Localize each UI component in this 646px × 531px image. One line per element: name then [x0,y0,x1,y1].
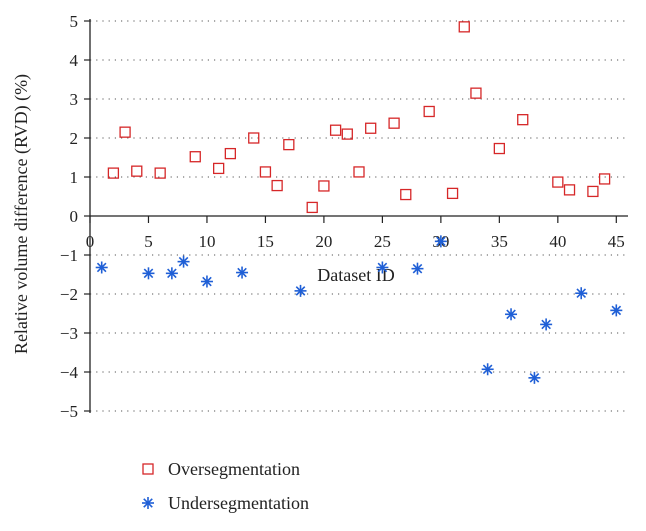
data-point-oversegmentation [400,188,412,201]
asterisk-stroke [412,263,423,274]
asterisk-stroke [482,364,493,375]
y-tick-label: 4 [70,51,79,70]
y-tick-label: 5 [70,12,79,31]
data-point-undersegmentation [142,267,155,280]
asterisk-stroke [436,236,446,247]
data-point-undersegmentation [165,267,178,280]
data-point-oversegmentation [446,187,459,200]
data-point-undersegmentation [434,235,447,248]
data-point-undersegmentation [505,308,518,321]
data-point-undersegmentation [376,261,389,274]
data-point-undersegmentation [95,261,108,274]
asterisk-stroke [167,268,177,279]
data-point-oversegmentation [329,124,342,136]
data-point-undersegmentation [481,363,494,376]
data-point-oversegmentation [552,176,564,188]
x-tick-label: 20 [315,232,332,251]
legend-label-undersegmentation: Undersegmentation [168,493,309,513]
asterisk-stroke [96,262,107,273]
data-point-undersegmentation [575,287,588,300]
asterisk-stroke [237,267,247,278]
asterisk-stroke [143,268,154,279]
data-point-oversegmentation [353,166,365,178]
data-point-undersegmentation [540,318,553,331]
data-point-oversegmentation [341,128,353,140]
data-point-oversegmentation [213,162,225,175]
x-tick-label: 0 [86,232,95,251]
data-point-oversegmentation [154,167,166,179]
x-tick-label: 45 [608,232,625,251]
y-tick-label: 1 [70,168,79,187]
data-point-oversegmentation [470,87,482,99]
data-point-oversegmentation [365,122,377,134]
asterisk-stroke [143,498,153,508]
legend-item-undersegmentation: Undersegmentation [142,493,309,513]
y-axis-title: Relative volume difference (RVD) (%) [11,74,32,354]
data-point-oversegmentation [587,185,599,198]
data-point-undersegmentation [200,275,213,288]
asterisk-stroke [541,319,551,330]
y-tick-label: −5 [60,402,78,421]
x-tick-label: 40 [549,232,566,251]
data-point-undersegmentation [528,371,541,384]
data-point-undersegmentation [294,284,307,297]
data-point-oversegmentation [189,151,201,163]
series-oversegmentation [107,21,611,214]
asterisk-stroke [295,286,306,296]
legend-label-oversegmentation: Oversegmentation [168,459,300,479]
data-series [95,21,623,384]
y-tick-label: 3 [70,90,79,109]
data-point-oversegmentation [107,167,120,179]
series-undersegmentation [95,235,623,384]
data-point-oversegmentation [248,132,260,144]
data-point-oversegmentation [131,165,143,177]
x-tick-label: 10 [198,232,215,251]
x-axis-title: Dataset ID [317,265,394,285]
data-point-oversegmentation [423,105,435,118]
legend: Oversegmentation Undersegmentation [142,459,309,513]
asterisk-stroke [377,262,388,273]
y-tick-label: −4 [60,363,79,382]
data-point-oversegmentation [224,147,236,160]
y-tick-label: 2 [70,129,79,148]
asterisk-stroke [529,373,540,383]
y-tick-label: 0 [70,207,79,226]
asterisk-stroke [611,305,622,316]
asterisk-stroke [178,256,189,267]
data-point-oversegmentation [517,114,529,126]
data-point-oversegmentation [563,184,576,196]
data-point-undersegmentation [236,266,249,279]
data-point-oversegmentation [493,142,505,155]
data-point-oversegmentation [119,126,131,138]
data-point-oversegmentation [318,180,330,192]
legend-marker-undersegmentation [142,497,154,509]
x-tick-label: 35 [491,232,508,251]
x-tick-label: 15 [257,232,274,251]
data-point-undersegmentation [610,304,623,317]
data-point-oversegmentation [458,21,470,33]
data-point-oversegmentation [271,179,283,192]
asterisk-stroke [506,309,516,320]
asterisk-stroke [202,276,212,287]
y-tick-label: −3 [60,324,78,343]
data-point-oversegmentation [283,138,295,151]
legend-asterisk [142,497,154,509]
axes [84,19,628,413]
data-point-oversegmentation [306,201,318,214]
data-point-oversegmentation [388,117,400,129]
legend-item-oversegmentation: Oversegmentation [142,459,300,479]
data-point-undersegmentation [411,262,424,275]
legend-marker-oversegmentation [142,463,154,475]
x-tick-label: 25 [374,232,391,251]
data-point-oversegmentation [259,166,272,178]
x-tick-label: 5 [144,232,153,251]
asterisk-stroke [576,288,587,299]
data-point-undersegmentation [177,255,190,268]
y-tick-label: −1 [60,246,78,265]
y-tick-label: −2 [60,285,78,304]
data-point-oversegmentation [598,173,611,185]
